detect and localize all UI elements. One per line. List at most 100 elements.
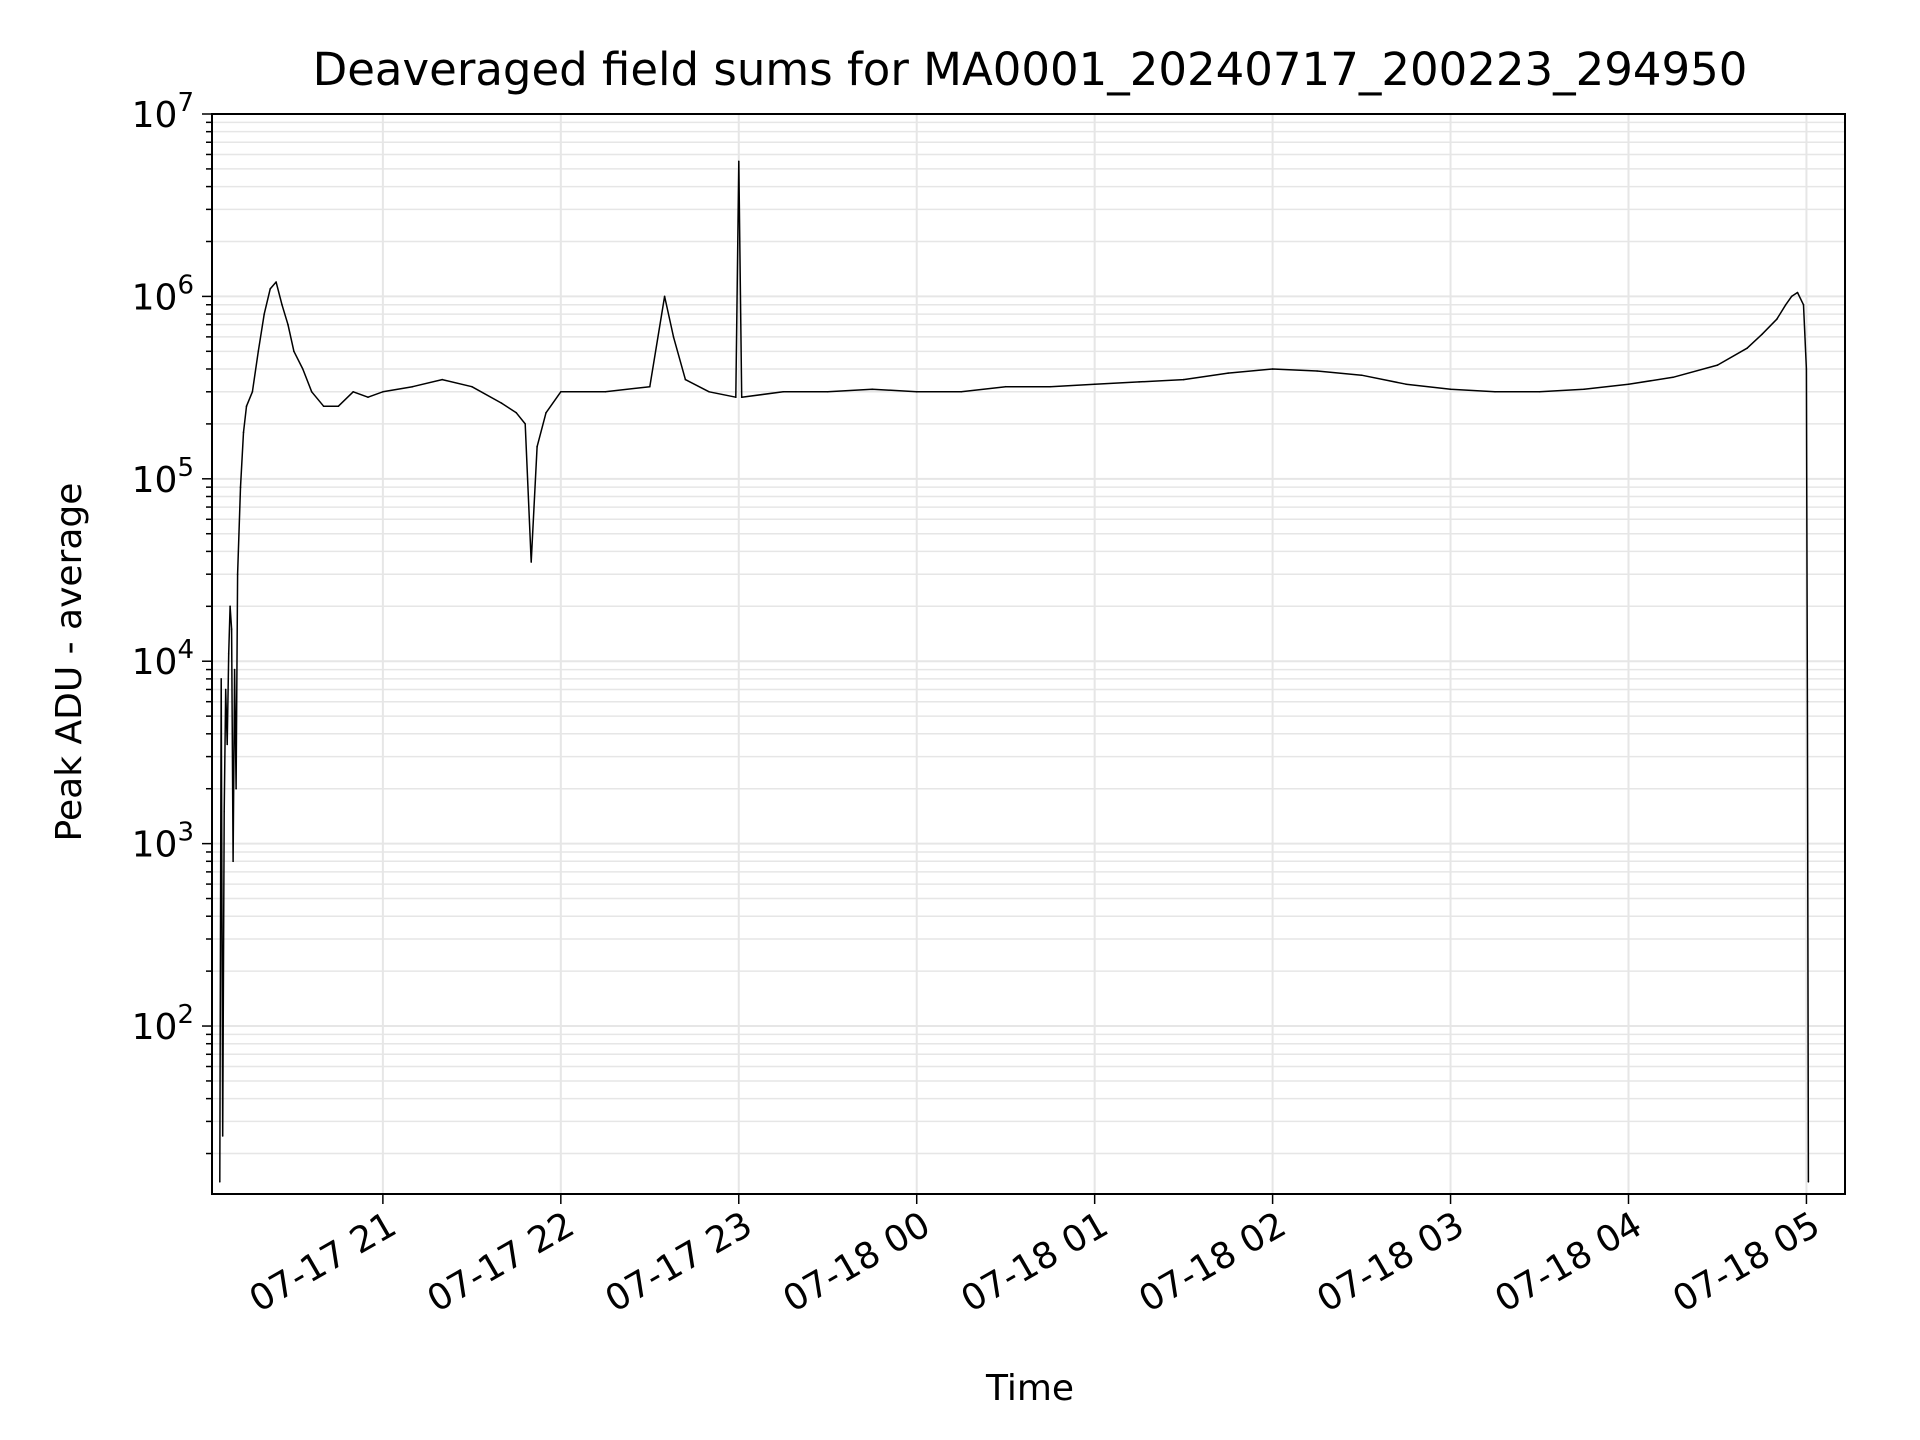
data-point bbox=[1806, 700, 1809, 703]
data-point bbox=[220, 678, 222, 680]
data-point bbox=[1583, 388, 1585, 391]
data-point bbox=[236, 573, 239, 575]
data-point bbox=[1360, 374, 1363, 377]
data-point bbox=[1138, 381, 1140, 383]
data-point bbox=[322, 405, 325, 408]
x-tick-label: 07-18 04 bbox=[1488, 1204, 1649, 1320]
y-tick-label: 107 bbox=[132, 88, 194, 136]
data-point bbox=[1672, 376, 1674, 379]
data-point bbox=[1316, 370, 1318, 372]
y-tick-label: 104 bbox=[132, 635, 194, 683]
data-point bbox=[735, 396, 737, 399]
data-point bbox=[245, 405, 248, 408]
x-axis-label: Time bbox=[985, 1368, 1074, 1409]
data-point bbox=[1449, 388, 1452, 391]
data-point bbox=[221, 1135, 224, 1137]
data-point bbox=[604, 391, 607, 393]
data-point bbox=[233, 668, 236, 671]
data-point bbox=[287, 323, 289, 326]
data-point bbox=[1796, 291, 1799, 294]
data-point bbox=[310, 391, 313, 393]
data-point bbox=[1746, 347, 1748, 350]
grid bbox=[212, 113, 1845, 1194]
data-point bbox=[382, 391, 384, 393]
y-tick-label: 102 bbox=[132, 1000, 194, 1048]
data-point bbox=[1227, 372, 1229, 374]
data-point bbox=[536, 445, 538, 448]
data-point bbox=[1716, 364, 1719, 366]
data-point bbox=[1182, 378, 1185, 381]
y-tick-label: 103 bbox=[132, 818, 194, 866]
data-point bbox=[871, 388, 873, 391]
data-point bbox=[232, 860, 234, 863]
data-point bbox=[500, 402, 503, 404]
data-point bbox=[1784, 304, 1787, 306]
tick-layer: 102 103 104 105 106 107 07-17 21 07-17 22 07-17 … bbox=[132, 88, 1827, 1321]
data-point bbox=[1405, 383, 1407, 386]
data-point bbox=[1494, 391, 1496, 393]
data-point bbox=[251, 391, 254, 393]
data-point bbox=[293, 350, 295, 353]
data-point bbox=[1790, 295, 1793, 298]
data-point bbox=[235, 787, 237, 790]
x-tick-label: 07-17 22 bbox=[421, 1204, 582, 1320]
data-point bbox=[1805, 368, 1808, 370]
data-point bbox=[281, 304, 283, 306]
y-axis-label: Peak ADU - average bbox=[49, 483, 90, 842]
plot-frame bbox=[211, 113, 1846, 1195]
y-tick-label: 105 bbox=[132, 453, 194, 501]
data-point bbox=[1271, 368, 1274, 370]
data-point bbox=[1538, 391, 1541, 393]
x-tick-label: 07-17 23 bbox=[599, 1204, 760, 1320]
data-point bbox=[367, 396, 369, 399]
data-point bbox=[530, 561, 532, 563]
data-point bbox=[915, 391, 918, 393]
data-point bbox=[1049, 385, 1051, 388]
data-point bbox=[515, 412, 518, 414]
data-point bbox=[1761, 333, 1763, 336]
x-tick-label: 07-18 03 bbox=[1310, 1204, 1471, 1320]
data-point bbox=[738, 160, 740, 163]
series-layer bbox=[219, 160, 1810, 1183]
data-point bbox=[275, 281, 277, 283]
data-point bbox=[1093, 383, 1096, 386]
x-tick-label: 07-17 21 bbox=[243, 1204, 404, 1320]
data-point bbox=[223, 810, 225, 813]
data-point bbox=[663, 295, 666, 298]
data-point bbox=[684, 378, 687, 381]
data-point bbox=[545, 412, 547, 414]
data-point bbox=[352, 391, 355, 393]
data-point bbox=[560, 391, 562, 393]
data-point bbox=[960, 391, 962, 393]
data-point bbox=[219, 1181, 221, 1183]
data-point bbox=[229, 605, 231, 608]
data-point bbox=[441, 378, 444, 381]
data-point bbox=[672, 336, 675, 338]
x-tick-label: 07-18 02 bbox=[1132, 1204, 1293, 1320]
data-point bbox=[471, 385, 473, 388]
data-point bbox=[524, 423, 526, 425]
x-tick-label: 07-18 01 bbox=[954, 1204, 1115, 1320]
data-point bbox=[411, 385, 414, 388]
data-point bbox=[224, 688, 227, 691]
series-line bbox=[219, 160, 1810, 1182]
data-point bbox=[226, 743, 228, 746]
y-tick-label: 106 bbox=[132, 270, 194, 318]
x-tick-label: 07-18 05 bbox=[1666, 1204, 1827, 1320]
data-point bbox=[269, 288, 272, 290]
data-point bbox=[1776, 318, 1778, 321]
data-point bbox=[826, 391, 829, 393]
data-point bbox=[740, 396, 743, 399]
data-point bbox=[782, 391, 785, 393]
data-point bbox=[227, 652, 230, 655]
data-point bbox=[337, 405, 340, 408]
data-point bbox=[257, 350, 260, 353]
data-point bbox=[1627, 383, 1630, 386]
data-point bbox=[649, 385, 651, 388]
data-point bbox=[242, 431, 245, 434]
data-point bbox=[239, 486, 242, 489]
data-point bbox=[302, 368, 304, 370]
chart-title: Deaveraged field sums for MA0001_2024071… bbox=[313, 43, 1748, 96]
data-point bbox=[230, 628, 233, 630]
